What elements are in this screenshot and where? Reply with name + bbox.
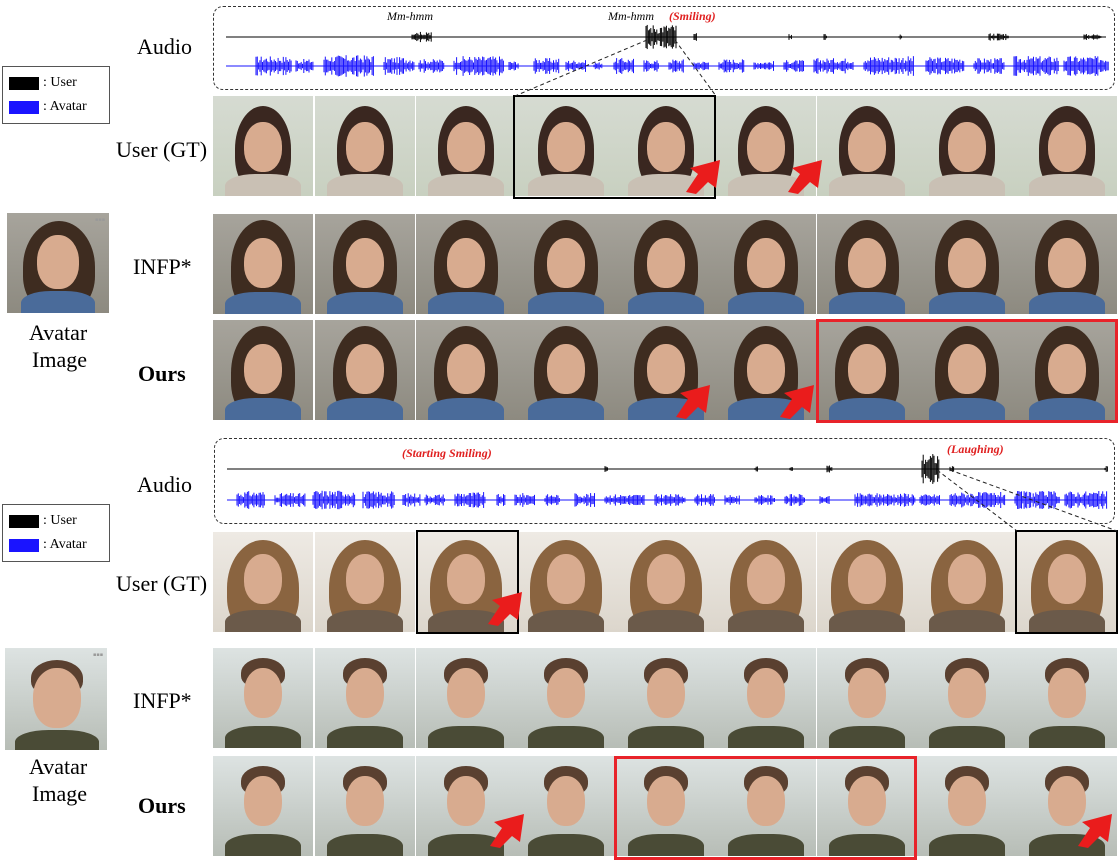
video-frame — [1017, 756, 1117, 856]
video-frame — [516, 756, 616, 856]
video-frame — [917, 648, 1017, 748]
video-frame — [716, 648, 816, 748]
user-gt-label-1: User (GT) — [116, 137, 208, 162]
video-frame — [416, 96, 516, 196]
video-frame — [516, 320, 616, 420]
video-frame — [213, 532, 313, 632]
legend-avatar-label: : Avatar — [43, 537, 87, 552]
video-frame — [917, 214, 1017, 314]
audio-label-2: Audio — [137, 472, 192, 497]
video-frame — [1017, 96, 1117, 196]
video-frame — [616, 756, 716, 856]
infp-label-2: INFP* — [133, 688, 192, 713]
video-frame — [416, 532, 516, 632]
red-arrow-icon — [686, 160, 720, 194]
video-frame — [315, 648, 415, 748]
red-arrow-icon — [676, 385, 710, 419]
annotation-starting-smiling: (Starting Smiling) — [402, 446, 492, 460]
video-frame — [315, 214, 415, 314]
annotation-mm-hmm-1: Mm-hmm — [387, 9, 433, 23]
video-frame — [416, 756, 516, 856]
video-frame — [315, 320, 415, 420]
video-frame — [716, 532, 816, 632]
video-frame — [917, 320, 1017, 420]
legend-user-label: : User — [43, 513, 77, 528]
highlight-box-user-2a — [416, 530, 519, 634]
video-frame — [716, 756, 816, 856]
legend-1: : User : Avatar — [2, 66, 110, 124]
legend-user-label: : User — [43, 75, 77, 90]
video-frame — [616, 532, 716, 632]
video-frame — [817, 648, 917, 748]
video-frame — [416, 648, 516, 748]
video-frame — [315, 532, 415, 632]
legend-avatar-label: : Avatar — [43, 99, 87, 114]
video-frame — [315, 756, 415, 856]
video-frame — [1017, 320, 1117, 420]
avatar-swatch — [9, 538, 39, 552]
video-frame — [213, 96, 313, 196]
video-frame — [817, 532, 917, 632]
video-frame — [516, 532, 616, 632]
annotation-mm-hmm-2: Mm-hmm — [608, 9, 654, 23]
avatar-swatch — [9, 100, 39, 114]
video-frame — [616, 648, 716, 748]
red-arrow-icon — [490, 814, 524, 848]
avatar-image-2: ▪▪▪ — [5, 648, 107, 750]
ours-label-2: Ours — [138, 793, 186, 818]
video-frame — [416, 214, 516, 314]
ours-label-1: Ours — [138, 361, 186, 386]
video-frame — [213, 320, 313, 420]
video-frame — [516, 96, 616, 196]
legend-2: : User : Avatar — [2, 504, 110, 562]
red-arrow-icon — [488, 592, 522, 626]
avatar-label-1b: Image — [32, 347, 87, 372]
user-gt-label-2: User (GT) — [116, 571, 208, 596]
video-frame — [1017, 648, 1117, 748]
waveform-1 — [226, 24, 1109, 77]
video-frame — [516, 214, 616, 314]
video-frame — [416, 320, 516, 420]
video-frame — [1017, 532, 1117, 632]
video-frame — [817, 214, 917, 314]
audio-waveform-box-1 — [213, 6, 1115, 90]
video-frame — [817, 96, 917, 196]
video-frame — [716, 214, 816, 314]
video-frame — [817, 320, 917, 420]
avatar-label-1a: Avatar — [29, 320, 88, 345]
annotation-smiling: (Smiling) — [669, 9, 716, 23]
highlight-box-ours-1 — [816, 319, 1118, 423]
video-frame — [516, 648, 616, 748]
avatar-label-2b: Image — [32, 781, 87, 806]
video-frame — [817, 756, 917, 856]
video-frame — [213, 756, 313, 856]
infp-label-1: INFP* — [133, 254, 192, 279]
red-arrow-icon — [788, 160, 822, 194]
video-frame — [315, 96, 415, 196]
video-frame — [917, 532, 1017, 632]
annotation-laughing: (Laughing) — [947, 442, 1004, 456]
audio-label-1: Audio — [137, 34, 192, 59]
red-arrow-icon — [780, 385, 814, 419]
user-swatch — [9, 514, 39, 528]
highlight-box-user-2b — [1015, 530, 1118, 634]
red-arrow-icon — [1078, 814, 1112, 848]
video-frame — [213, 214, 313, 314]
user-swatch — [9, 76, 39, 90]
avatar-image-1: ▪▪▪ — [7, 213, 109, 313]
video-frame — [1017, 214, 1117, 314]
video-frame — [213, 648, 313, 748]
video-frame — [616, 214, 716, 314]
highlight-box-ours-2 — [614, 756, 917, 860]
avatar-label-2a: Avatar — [29, 754, 88, 779]
video-frame — [917, 756, 1017, 856]
video-frame — [917, 96, 1017, 196]
